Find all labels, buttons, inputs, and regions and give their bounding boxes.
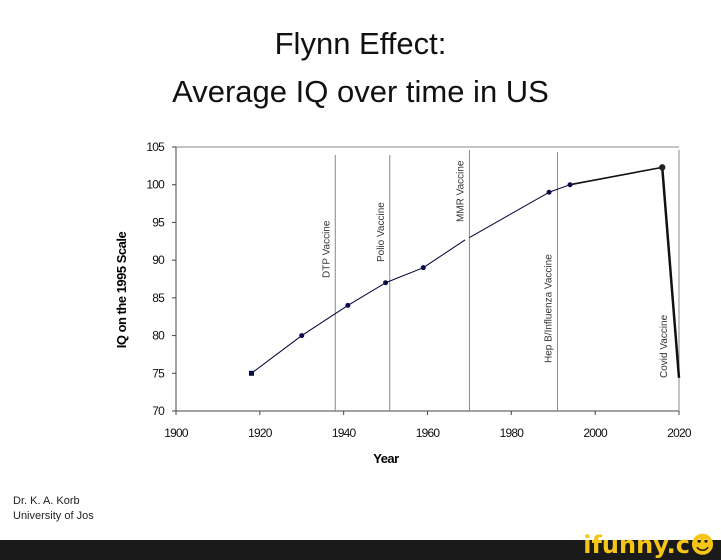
data-point — [299, 333, 305, 339]
watermark-logo: ifunny.c☻ — [583, 531, 715, 559]
data-point — [659, 164, 666, 171]
y-tick-label: 85 — [152, 291, 165, 305]
data-point — [248, 370, 254, 376]
series-segment — [301, 304, 349, 336]
chart-title-line2: Average IQ over time in US — [172, 74, 549, 109]
series-segment — [569, 166, 663, 186]
series-segment — [660, 167, 681, 378]
series-segment — [469, 191, 550, 238]
data-point — [567, 182, 573, 188]
y-tick-label: 70 — [152, 404, 165, 418]
vaccine-label: Hep B/Influenza Vaccine — [543, 254, 554, 363]
data-point — [420, 265, 426, 271]
x-tick-label: 2000 — [583, 426, 608, 440]
y-tick-label: 90 — [152, 253, 165, 267]
x-tick-label: 2020 — [667, 426, 692, 440]
y-tick-label: 105 — [146, 140, 165, 154]
credit-author: Dr. K. A. Korb — [13, 495, 80, 507]
series-segment — [385, 267, 424, 284]
data-point — [345, 302, 351, 308]
data-point — [383, 280, 389, 286]
y-axis-label: IQ on the 1995 Scale — [114, 232, 129, 349]
x-tick-label: 1900 — [164, 426, 189, 440]
series-segment — [423, 239, 466, 269]
vaccine-label: Polio Vaccine — [376, 202, 387, 262]
y-tick-label: 75 — [152, 366, 165, 380]
x-axis-label: Year — [373, 451, 399, 466]
x-tick-label: 1980 — [500, 426, 525, 440]
y-tick-label: 80 — [152, 329, 165, 343]
series-segment — [548, 184, 571, 193]
series-segment — [251, 335, 303, 374]
y-tick-label: 100 — [146, 178, 165, 192]
credit-institution: University of Jos — [13, 510, 94, 522]
series-segment — [347, 282, 386, 306]
vaccine-label: Covid Vaccine — [659, 314, 670, 378]
chart-title-line1: Flynn Effect: — [274, 26, 447, 61]
footer-bar: ifunny.c☻ — [0, 531, 721, 560]
x-tick-label: 1960 — [416, 426, 441, 440]
x-tick-label: 1940 — [332, 426, 357, 440]
data-point — [546, 189, 552, 195]
vaccine-label: MMR Vaccine — [455, 160, 466, 222]
vaccine-label: DTP Vaccine — [321, 220, 332, 278]
y-tick-label: 95 — [152, 215, 165, 229]
x-tick-label: 1920 — [248, 426, 273, 440]
